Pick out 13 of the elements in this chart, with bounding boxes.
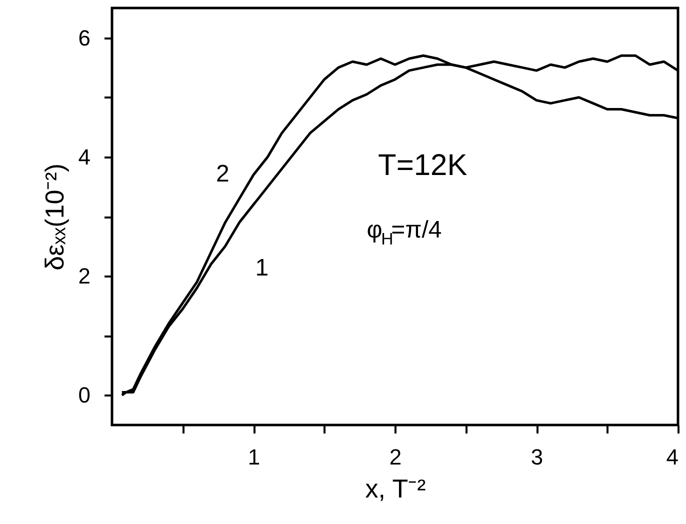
series-label: 1 (255, 254, 269, 282)
y-tick-label: 0 (78, 382, 90, 408)
x-tick-label: 2 (389, 444, 402, 470)
x-tick-label: 3 (530, 444, 544, 470)
y-tick-label: 6 (78, 25, 90, 50)
annotation: T=12K (378, 148, 468, 182)
x-tick-label: 1 (248, 444, 260, 470)
x-axis-title: x, T⁻² (365, 474, 426, 504)
y-axis-title: δεₓₓ(10⁻²) (39, 163, 70, 271)
x-tick-label: 4 (666, 444, 678, 470)
y-tick-label: 4 (78, 144, 90, 170)
y-tick-label: 2 (78, 264, 90, 289)
series-label: 2 (216, 160, 230, 188)
